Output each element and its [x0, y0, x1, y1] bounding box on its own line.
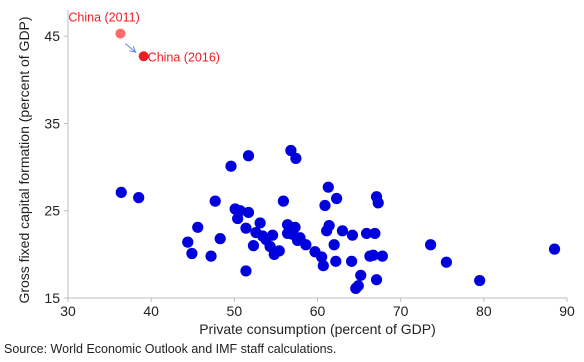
x-axis-title: Private consumption (percent of GDP) — [199, 321, 436, 337]
scatter-point — [317, 260, 329, 272]
x-tick-label: 90 — [559, 303, 575, 319]
x-tick-label: 30 — [60, 303, 76, 319]
scatter-point — [319, 199, 331, 212]
china-2016-label: China (2016) — [148, 50, 220, 64]
scatter-point — [209, 195, 221, 207]
scatter-point — [440, 256, 453, 268]
scatter-point — [290, 152, 302, 164]
y-tick-label: 25 — [44, 203, 60, 219]
scatter-point — [372, 197, 384, 209]
scatter-point — [205, 250, 217, 262]
axes: 30 40 50 60 70 80 90 15 25 35 45 — [44, 10, 575, 319]
china-2011-point — [115, 28, 126, 39]
scatter-point — [266, 229, 279, 241]
scatter-point — [242, 206, 255, 219]
scatter-point — [336, 225, 349, 237]
china-2011-label: China (2011) — [68, 11, 139, 25]
scatter-point — [352, 280, 364, 292]
scatter-point — [360, 227, 373, 240]
x-tick-label: 50 — [227, 303, 243, 319]
scatter-point — [182, 236, 194, 248]
scatter-point — [289, 221, 301, 233]
china-highlights: China (2011) China (2016) — [68, 11, 220, 65]
trend-arrow — [125, 43, 135, 53]
scatter-point — [367, 249, 379, 261]
scatter-point — [346, 229, 359, 241]
scatter-point — [300, 239, 312, 251]
y-axis-title: Gross fixed capital formation (percent o… — [16, 16, 32, 303]
axis-labels: Private consumption (percent of GDP) Gro… — [16, 16, 436, 337]
scatter-point — [214, 233, 226, 245]
china-2016-point — [138, 51, 149, 62]
scatter-point — [192, 221, 204, 233]
scatter-point — [234, 205, 246, 217]
scatter-point — [247, 240, 260, 252]
scatter-point — [322, 181, 334, 193]
scatter-point — [240, 222, 252, 234]
scatter-point — [240, 265, 252, 277]
scatter-point — [355, 269, 367, 281]
y-tick-label: 45 — [44, 28, 60, 44]
scatter-point — [242, 150, 255, 162]
scatter-point — [323, 219, 335, 232]
scatter-point — [425, 239, 437, 251]
scatter-point — [186, 247, 198, 260]
scatter-point — [115, 186, 127, 198]
scatter-point — [330, 255, 342, 267]
scatter-point — [328, 239, 340, 251]
scatter-point — [548, 243, 561, 255]
x-tick-label: 80 — [476, 303, 492, 319]
scatter-point — [277, 195, 290, 207]
scatter-point — [369, 227, 381, 240]
scatter-point — [273, 245, 285, 257]
source-note: Source: World Economic Outlook and IMF s… — [4, 342, 337, 356]
y-tick-label: 15 — [44, 290, 60, 306]
scatter-point — [316, 251, 328, 263]
scatter-point — [254, 217, 266, 229]
scatter-point — [225, 160, 237, 172]
data-points — [115, 144, 561, 294]
scatter-point — [331, 192, 343, 205]
x-tick-label: 60 — [310, 303, 326, 319]
scatter-point — [133, 192, 145, 204]
y-tick-label: 35 — [44, 115, 60, 131]
scatter-point — [370, 274, 383, 286]
scatter-point — [345, 255, 358, 267]
x-tick-label: 70 — [393, 303, 409, 319]
x-tick-label: 40 — [143, 303, 159, 319]
scatter-point — [376, 250, 388, 262]
scatter-point — [474, 274, 486, 287]
